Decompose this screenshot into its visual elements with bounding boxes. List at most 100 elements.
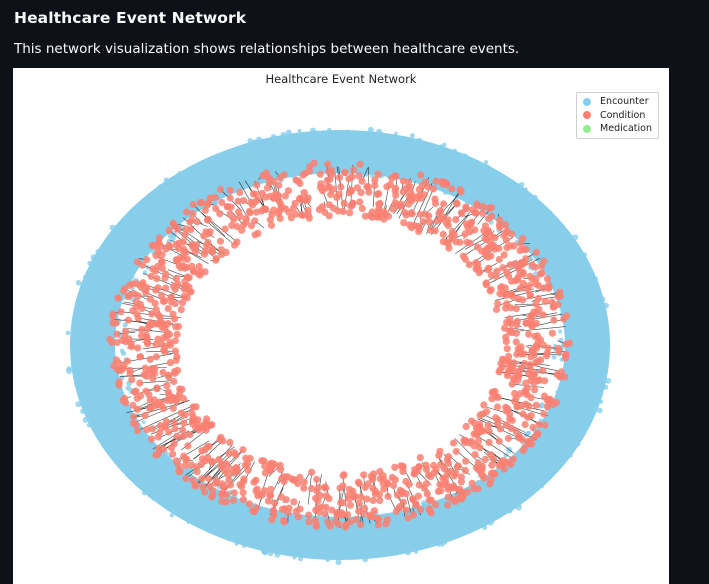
encounter-node: [144, 444, 152, 451]
condition-node: [344, 511, 352, 519]
condition-node: [268, 516, 276, 524]
condition-node: [171, 315, 179, 323]
condition-node: [550, 316, 558, 324]
encounter-node: [140, 242, 147, 249]
encounter-node: [529, 468, 536, 475]
condition-node: [165, 226, 173, 234]
encounter-node: [497, 190, 504, 197]
condition-node: [181, 411, 189, 419]
encounter-node: [478, 171, 483, 176]
condition-node: [485, 427, 493, 435]
encounter-node: [289, 522, 296, 528]
condition-node: [500, 465, 508, 473]
condition-node: [460, 436, 468, 444]
condition-node: [244, 466, 252, 474]
encounter-node: [314, 150, 320, 156]
condition-node: [179, 254, 188, 262]
encounter-node: [332, 546, 339, 552]
legend-marker-encounter: [583, 97, 592, 106]
network-chart: Healthcare Event Network Encounter Condi…: [13, 68, 669, 584]
condition-node: [143, 426, 151, 434]
condition-node: [261, 469, 269, 477]
condition-node: [302, 169, 310, 177]
encounter-node: [109, 452, 115, 459]
encounter-node: [406, 521, 413, 528]
encounter-node: [92, 294, 98, 301]
condition-node: [350, 166, 358, 174]
encounter-node: [125, 385, 132, 391]
encounter-node: [151, 496, 156, 501]
condition-node: [193, 218, 201, 226]
encounter-node: [599, 399, 604, 404]
condition-node: [444, 501, 452, 509]
network-edge: [464, 238, 486, 250]
condition-node: [426, 218, 434, 226]
condition-node: [157, 257, 166, 265]
encounter-node: [297, 129, 302, 133]
condition-node: [134, 292, 142, 300]
condition-node: [495, 437, 503, 445]
condition-node: [304, 206, 312, 214]
condition-node: [511, 397, 519, 405]
condition-node: [325, 495, 333, 503]
encounter-node: [239, 513, 245, 519]
encounter-node: [129, 274, 135, 280]
encounter-node: [103, 355, 107, 360]
encounter-node: [433, 145, 439, 151]
condition-node: [205, 442, 213, 451]
condition-node: [502, 407, 511, 415]
encounter-node: [293, 526, 300, 533]
encounter-node: [309, 127, 317, 134]
encounter-node: [552, 423, 558, 429]
condition-node: [192, 403, 200, 411]
condition-node: [355, 507, 363, 515]
encounter-node: [603, 384, 609, 390]
condition-node: [251, 231, 259, 239]
encounter-node: [503, 453, 508, 458]
condition-node: [129, 419, 137, 427]
condition-node: [425, 212, 433, 220]
encounter-node: [82, 369, 88, 375]
condition-node: [487, 476, 495, 484]
encounter-node: [220, 157, 226, 163]
condition-node: [363, 495, 371, 503]
condition-node: [541, 377, 549, 385]
condition-node: [263, 184, 271, 192]
condition-node: [532, 275, 540, 283]
encounter-node: [554, 432, 558, 436]
condition-node: [137, 300, 145, 309]
condition-node: [504, 458, 512, 466]
page-title: Healthcare Event Network: [14, 9, 247, 27]
condition-node: [232, 451, 240, 459]
encounter-node: [389, 138, 396, 146]
condition-node: [355, 172, 363, 180]
condition-node: [229, 496, 237, 505]
encounter-node: [562, 307, 569, 313]
condition-node: [488, 461, 496, 469]
condition-node: [114, 294, 122, 302]
condition-node: [202, 418, 210, 426]
condition-node: [402, 506, 410, 514]
encounter-node: [122, 322, 128, 328]
encounter-node: [560, 245, 565, 250]
encounter-node: [81, 357, 87, 363]
encounter-node: [566, 272, 574, 280]
condition-node: [532, 344, 541, 352]
encounter-node: [567, 411, 574, 418]
condition-node: [124, 316, 132, 324]
condition-node: [252, 487, 260, 495]
condition-node: [173, 353, 181, 361]
encounter-node: [552, 260, 558, 266]
condition-node: [306, 162, 314, 171]
condition-node: [334, 520, 343, 528]
condition-node: [501, 324, 509, 332]
condition-node: [257, 207, 265, 215]
condition-node: [342, 521, 350, 529]
condition-node: [226, 186, 234, 194]
condition-node: [316, 170, 324, 178]
encounter-node: [393, 156, 400, 162]
network-edge: [204, 219, 235, 246]
encounter-node: [365, 153, 371, 160]
encounter-node: [551, 439, 556, 444]
encounter-node: [451, 171, 458, 177]
